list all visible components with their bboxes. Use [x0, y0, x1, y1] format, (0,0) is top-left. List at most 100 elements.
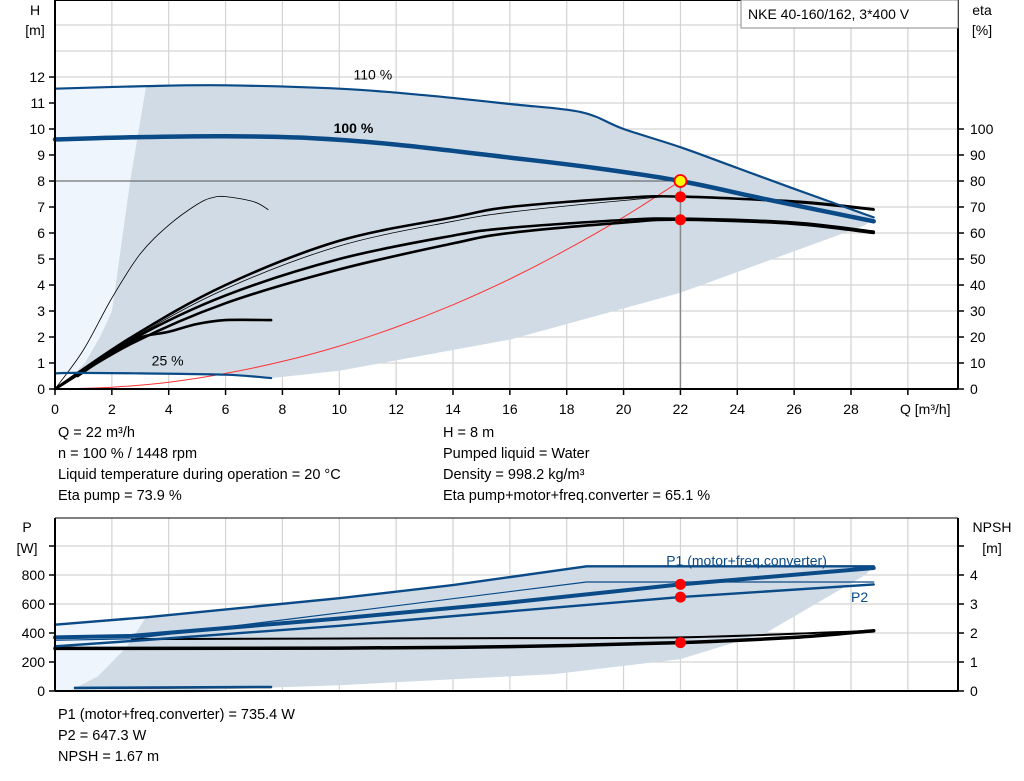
curve-label: 25 %	[152, 353, 184, 369]
y-left-tick-label: 3	[37, 303, 45, 319]
x-axis-label: Q [m³/h]	[900, 401, 951, 417]
x-tick-label: 18	[559, 401, 575, 417]
head-curve-25-percent	[53, 371, 273, 380]
operating-point-marker	[673, 174, 688, 188]
x-tick-label: 22	[673, 401, 689, 417]
y-left-tick-label: 5	[37, 251, 45, 267]
x-tick-label: 12	[388, 401, 404, 417]
y-right-tick-label: 70	[970, 199, 986, 215]
eta-pump-marker	[674, 191, 686, 203]
x-tick-label: 26	[786, 401, 802, 417]
npsh-curve	[130, 629, 875, 641]
power-curve	[53, 583, 875, 648]
extended-range-area	[55, 86, 146, 374]
info-npsh: NPSH = 1.67 m	[58, 749, 160, 765]
info-speed: n = 100 % / 1448 rpm	[58, 446, 198, 462]
x-tick-label: 28	[843, 401, 859, 417]
y-right-axis-label: eta	[972, 2, 992, 18]
series-label: P1 (motor+freq.converter)	[666, 553, 827, 569]
y-right-tick-label: 1	[970, 654, 978, 670]
x-tick-label: 0	[51, 401, 59, 417]
y-left-tick-label: 2	[37, 329, 45, 345]
efficiency-curve	[54, 196, 875, 390]
curve-label: 100 %	[334, 120, 374, 136]
efficiency-curve	[53, 194, 875, 391]
y-left-axis-label: H	[30, 2, 40, 18]
info-p1: P1 (motor+freq.converter) = 735.4 W	[58, 707, 295, 723]
x-tick-label: 24	[729, 401, 745, 417]
y-left-tick-label: 8	[37, 173, 45, 189]
y-right-tick-label: 30	[970, 303, 986, 319]
x-tick-label: 8	[279, 401, 287, 417]
power-curve	[73, 685, 273, 689]
info-density: Density = 998.2 kg/m³	[443, 467, 585, 483]
x-tick-label: 4	[165, 401, 173, 417]
y-left-tick-label: 7	[37, 199, 45, 215]
y-right-tick-label: 0	[970, 683, 978, 699]
efficiency-curve	[53, 218, 875, 391]
chart-title: NKE 40-160/162, 3*400 V	[748, 6, 910, 22]
info-top-right: H = 8 m Pumped liquid = Water Density = …	[443, 423, 710, 507]
info-top-left: Q = 22 m³/h n = 100 % / 1448 rpm Liquid …	[58, 423, 341, 507]
p2-marker	[674, 591, 686, 603]
y-left-tick-label: 0	[37, 381, 45, 397]
operating-range-area	[69, 566, 874, 691]
y-left-tick-label: 200	[22, 654, 46, 670]
curve-label: 110 %	[354, 67, 393, 83]
p1-marker	[674, 578, 686, 590]
head-curve-110-percent	[53, 84, 875, 219]
y-left-tick-label: 11	[30, 95, 45, 111]
info-bottom: P1 (motor+freq.converter) = 735.4 W P2 =…	[58, 705, 295, 768]
y-right-tick-label: 3	[970, 596, 978, 612]
y-right-tick-label: 100	[970, 121, 994, 137]
y-left-tick-label: 600	[22, 596, 46, 612]
info-pumped-liquid: Pumped liquid = Water	[443, 446, 590, 462]
x-tick-label: 20	[616, 401, 632, 417]
y-left-axis-label: P	[22, 519, 31, 535]
power-npsh-chart: P1 (motor+freq.converter)P20200400600800…	[17, 517, 1012, 699]
info-eta-total: Eta pump+motor+freq.converter = 65.1 %	[443, 488, 711, 504]
x-tick-label: 6	[222, 401, 230, 417]
y-left-tick-label: 4	[37, 277, 45, 293]
y-right-tick-label: 0	[970, 381, 978, 397]
x-tick-label: 2	[108, 401, 116, 417]
y-left-tick-label: 12	[29, 69, 45, 85]
power-curve	[54, 581, 875, 641]
info-head: H = 8 m	[443, 425, 495, 441]
x-tick-label: 16	[502, 401, 518, 417]
power-curve	[53, 565, 875, 626]
y-left-tick-label: 6	[37, 225, 45, 241]
head-efficiency-chart: 110 %100 %25 %0 2 4 6 8 10 12 14 16 18 20 22 24 26 280…	[25, 0, 994, 417]
head-curve-100-percent	[52, 134, 876, 224]
y-right-tick-label: 40	[970, 277, 986, 293]
info-liquid-temperature: Liquid temperature during operation = 20…	[58, 467, 341, 483]
y-left-axis-unit: [m]	[25, 22, 44, 38]
efficiency-curve	[76, 318, 273, 378]
y-right-tick-label: 60	[970, 225, 986, 241]
y-left-tick-label: 9	[37, 147, 45, 163]
y-left-tick-label: 1	[37, 355, 45, 371]
x-tick-label: 14	[445, 401, 461, 417]
y-right-axis-unit: [m]	[982, 540, 1001, 556]
info-p2: P2 = 647.3 W	[58, 728, 147, 744]
info-eta-pump: Eta pump = 73.9 %	[58, 488, 182, 504]
y-left-tick-label: 800	[22, 567, 46, 583]
y-left-tick-label: 10	[29, 121, 45, 137]
y-right-axis-unit: [%]	[972, 22, 992, 38]
x-tick-label: 10	[331, 401, 347, 417]
y-left-tick-label: 400	[22, 625, 46, 641]
npsh-marker	[674, 637, 686, 649]
y-left-axis-unit: [W]	[17, 540, 38, 556]
y-right-tick-label: 80	[970, 173, 986, 189]
y-right-tick-label: 90	[970, 147, 986, 163]
y-right-tick-label: 10	[970, 355, 986, 371]
series-label: P2	[851, 589, 868, 605]
y-right-axis-label: NPSH	[973, 519, 1012, 535]
title-box	[740, 0, 959, 29]
system-curve	[54, 180, 681, 390]
y-right-tick-label: 4	[970, 567, 978, 583]
y-right-tick-label: 2	[970, 625, 978, 641]
y-right-tick-label: 50	[970, 251, 986, 267]
npsh-curve	[53, 628, 876, 651]
